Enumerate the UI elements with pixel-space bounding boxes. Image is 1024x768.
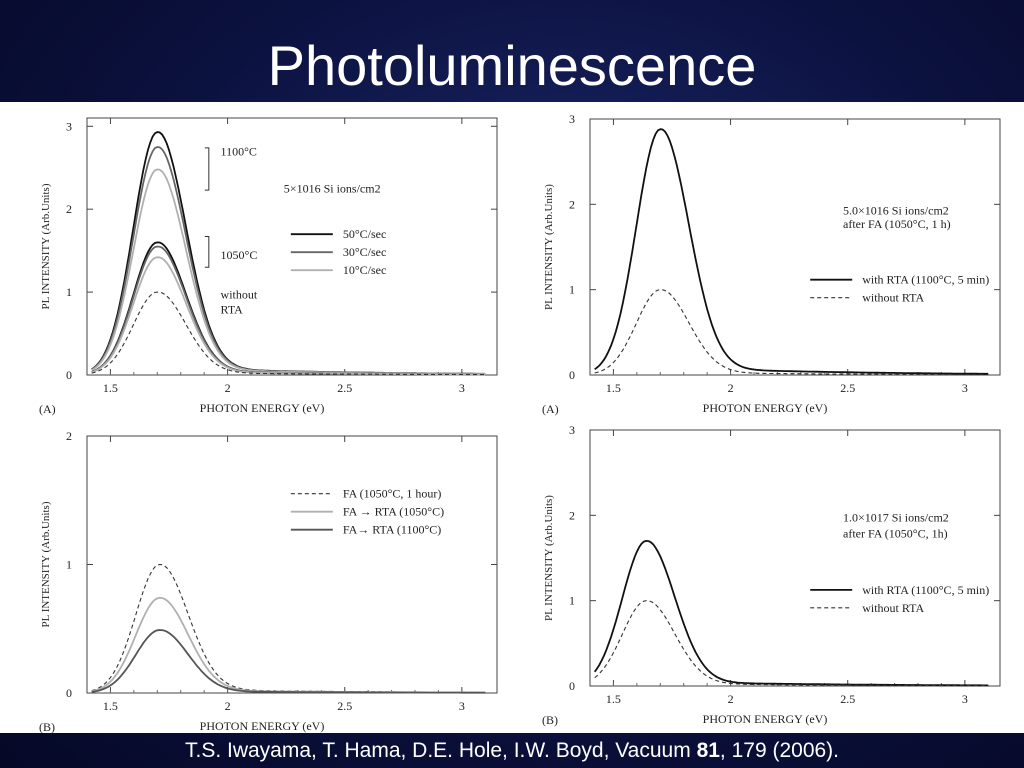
x-tick-label: 3 bbox=[459, 699, 465, 713]
figure-panel: 1.5 2 2.5 3 0 1 2 3 PHOTON ENERGY (eV) PL INTENSI… bbox=[0, 102, 1024, 733]
x-tick-label: 1.5 bbox=[103, 381, 118, 395]
chart-4: 1.5 2 2.5 3 0 1 2 3 PHOTON ENERGY (eV) PL INTENSI… bbox=[542, 423, 1001, 727]
y-tick-label: 0 bbox=[66, 368, 72, 382]
annotation: RTA bbox=[221, 303, 244, 317]
panel-label: (B) bbox=[542, 713, 558, 727]
legend-label: 10°C/sec bbox=[343, 263, 386, 277]
x-tick-label: 1.5 bbox=[103, 699, 118, 713]
series-line bbox=[91, 168, 486, 375]
series-line bbox=[91, 629, 486, 694]
y-tick-label: 2 bbox=[569, 197, 575, 211]
panel-label: (A) bbox=[542, 402, 559, 416]
series-line bbox=[594, 600, 989, 687]
legend-label: FA→ RTA (1100°C) bbox=[343, 523, 441, 537]
slide-title: Photoluminescence bbox=[267, 34, 757, 97]
y-tick-label: 0 bbox=[569, 368, 575, 382]
series-line bbox=[594, 128, 989, 375]
y-axis-label: PL INTENSITY (Arb.Units) bbox=[40, 501, 52, 627]
x-tick-label: 2 bbox=[728, 381, 734, 395]
y-tick-label: 2 bbox=[66, 429, 72, 443]
y-tick-label: 1 bbox=[569, 594, 575, 608]
citation-authors: T.S. Iwayama, T. Hama, D.E. Hole, I.W. B… bbox=[184, 739, 697, 762]
x-axis-label: PHOTON ENERGY (eV) bbox=[703, 401, 828, 415]
x-tick-label: 2.5 bbox=[840, 381, 855, 395]
figure-svg: 1.5 2 2.5 3 0 1 2 3 PHOTON ENERGY (eV) PL INTENSI… bbox=[39, 112, 1001, 733]
annotation: 1.0×1017 Si ions/cm2 bbox=[843, 510, 949, 524]
plot-frame bbox=[86, 435, 498, 694]
panel-label: (B) bbox=[39, 720, 55, 733]
series-line bbox=[91, 596, 486, 694]
x-tick-label: 2.5 bbox=[337, 381, 352, 395]
legend-label: with RTA (1100°C, 5 min) bbox=[862, 583, 989, 597]
legend-label: FA (1050°C, 1 hour) bbox=[343, 487, 442, 501]
series-line bbox=[91, 245, 486, 376]
chart-1: 1.5 2 2.5 3 0 1 2 3 PHOTON ENERGY (eV) PL INTENSI… bbox=[39, 117, 498, 416]
y-tick-label: 3 bbox=[66, 119, 72, 133]
plot-frame bbox=[86, 117, 498, 376]
citation-pages: , 179 (2006). bbox=[719, 739, 840, 762]
x-tick-label: 2.5 bbox=[840, 692, 855, 706]
legend-label: FA → RTA (1050°C) bbox=[343, 505, 444, 519]
legend-label: without RTA bbox=[862, 291, 924, 305]
x-axis-label: PHOTON ENERGY (eV) bbox=[200, 401, 325, 415]
y-tick-label: 2 bbox=[66, 202, 72, 216]
plot-frame bbox=[589, 118, 1001, 376]
citation: T.S. Iwayama, T. Hama, D.E. Hole, I.W. B… bbox=[0, 733, 1024, 768]
y-axis-label: PL INTENSITY (Arb.Units) bbox=[40, 183, 52, 309]
y-tick-label: 1 bbox=[66, 285, 72, 299]
annotation: without bbox=[221, 288, 258, 302]
y-tick-label: 1 bbox=[66, 558, 72, 572]
chart-2: 1.5 2 2.5 3 0 1 2 3 PHOTON ENERGY (eV) PL INTENSI… bbox=[542, 112, 1001, 416]
x-tick-label: 1.5 bbox=[606, 692, 621, 706]
legend-label: 50°C/sec bbox=[343, 227, 386, 241]
y-axis-label: PL INTENSITY (Arb.Units) bbox=[543, 184, 555, 310]
series-line bbox=[91, 291, 486, 376]
series-line bbox=[593, 539, 989, 687]
y-tick-label: 1 bbox=[569, 283, 575, 297]
y-tick-label: 3 bbox=[569, 423, 575, 437]
legend-label: without RTA bbox=[862, 601, 924, 615]
y-axis-label: PL INTENSITY (Arb.Units) bbox=[543, 495, 555, 621]
x-axis-label: PHOTON ENERGY (eV) bbox=[200, 719, 325, 733]
plot-frame bbox=[589, 429, 1001, 687]
group-bracket bbox=[204, 236, 210, 268]
series-line bbox=[91, 563, 486, 693]
citation-volume: 81 bbox=[696, 739, 720, 762]
series-line bbox=[91, 131, 486, 375]
legend-label: with RTA (1100°C, 5 min) bbox=[862, 273, 989, 287]
panel-label: (A) bbox=[39, 402, 56, 416]
chart-3: 1.5 2 2.5 3 0 1 2 PHOTON ENERGY (eV) PL INTENSIT… bbox=[39, 429, 498, 733]
annotation: after FA (1050°C, 1 h) bbox=[843, 217, 951, 231]
annotation: 1050°C bbox=[221, 248, 258, 262]
x-tick-label: 2 bbox=[225, 381, 231, 395]
x-tick-label: 1.5 bbox=[606, 381, 621, 395]
annotation: 5.0×1016 Si ions/cm2 bbox=[843, 204, 949, 218]
group-bracket bbox=[204, 147, 210, 191]
y-tick-label: 0 bbox=[66, 686, 72, 700]
y-tick-label: 3 bbox=[569, 112, 575, 126]
annotation: 1100°C bbox=[221, 144, 257, 158]
x-axis-label: PHOTON ENERGY (eV) bbox=[703, 712, 828, 726]
series-line bbox=[91, 256, 486, 376]
x-tick-label: 3 bbox=[962, 692, 968, 706]
x-tick-label: 2 bbox=[728, 692, 734, 706]
x-tick-label: 3 bbox=[962, 381, 968, 395]
x-tick-label: 2.5 bbox=[337, 699, 352, 713]
x-tick-label: 2 bbox=[225, 699, 231, 713]
y-tick-label: 2 bbox=[569, 508, 575, 522]
x-tick-label: 3 bbox=[459, 381, 465, 395]
annotation: 5×1016 Si ions/cm2 bbox=[284, 182, 381, 196]
y-tick-label: 0 bbox=[569, 679, 575, 693]
series-line bbox=[594, 289, 989, 376]
legend-label: 30°C/sec bbox=[343, 245, 386, 259]
annotation: after FA (1050°C, 1h) bbox=[843, 527, 948, 541]
